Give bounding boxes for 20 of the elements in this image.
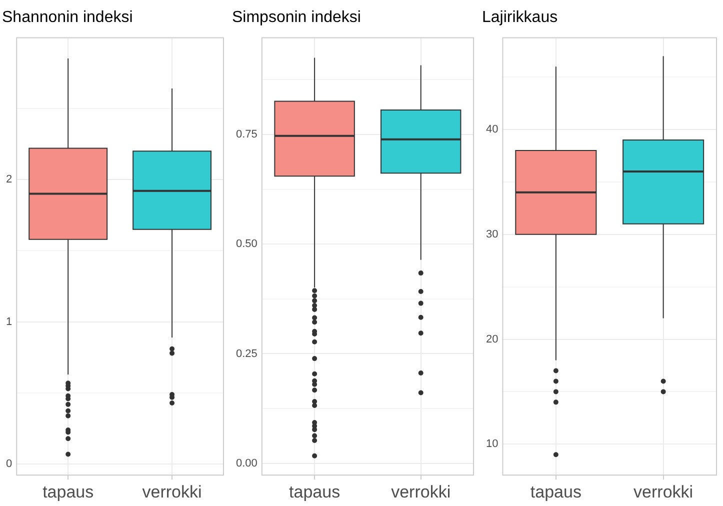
chart-title: Simpsonin indeksi <box>232 9 361 26</box>
x-tick-label: verrokki <box>142 482 202 502</box>
y-tick-label: 0.00 <box>236 457 258 470</box>
x-tick-label: tapaus <box>530 482 582 502</box>
y-tick-label: 20 <box>486 333 498 346</box>
y-tick-label: 2 <box>6 174 12 186</box>
y-tick-label: 0 <box>6 458 12 470</box>
y-tick-label: 0.50 <box>236 238 258 250</box>
x-tick-label: verrokki <box>391 482 451 502</box>
x-tick-label: tapaus <box>42 482 94 502</box>
x-tick-label: verrokki <box>634 482 694 502</box>
chart-title: Shannonin indeksi <box>2 9 133 26</box>
y-tick-label: 40 <box>486 124 498 136</box>
chart-title: Lajirikkaus <box>482 9 558 26</box>
y-tick-label: 10 <box>486 438 498 450</box>
y-tick-label: 30 <box>486 228 498 240</box>
x-tick-label: tapaus <box>289 482 340 502</box>
y-tick-label: 0.75 <box>236 128 258 141</box>
y-tick-label: 1 <box>6 316 12 328</box>
y-tick-label: 0.25 <box>236 348 258 360</box>
